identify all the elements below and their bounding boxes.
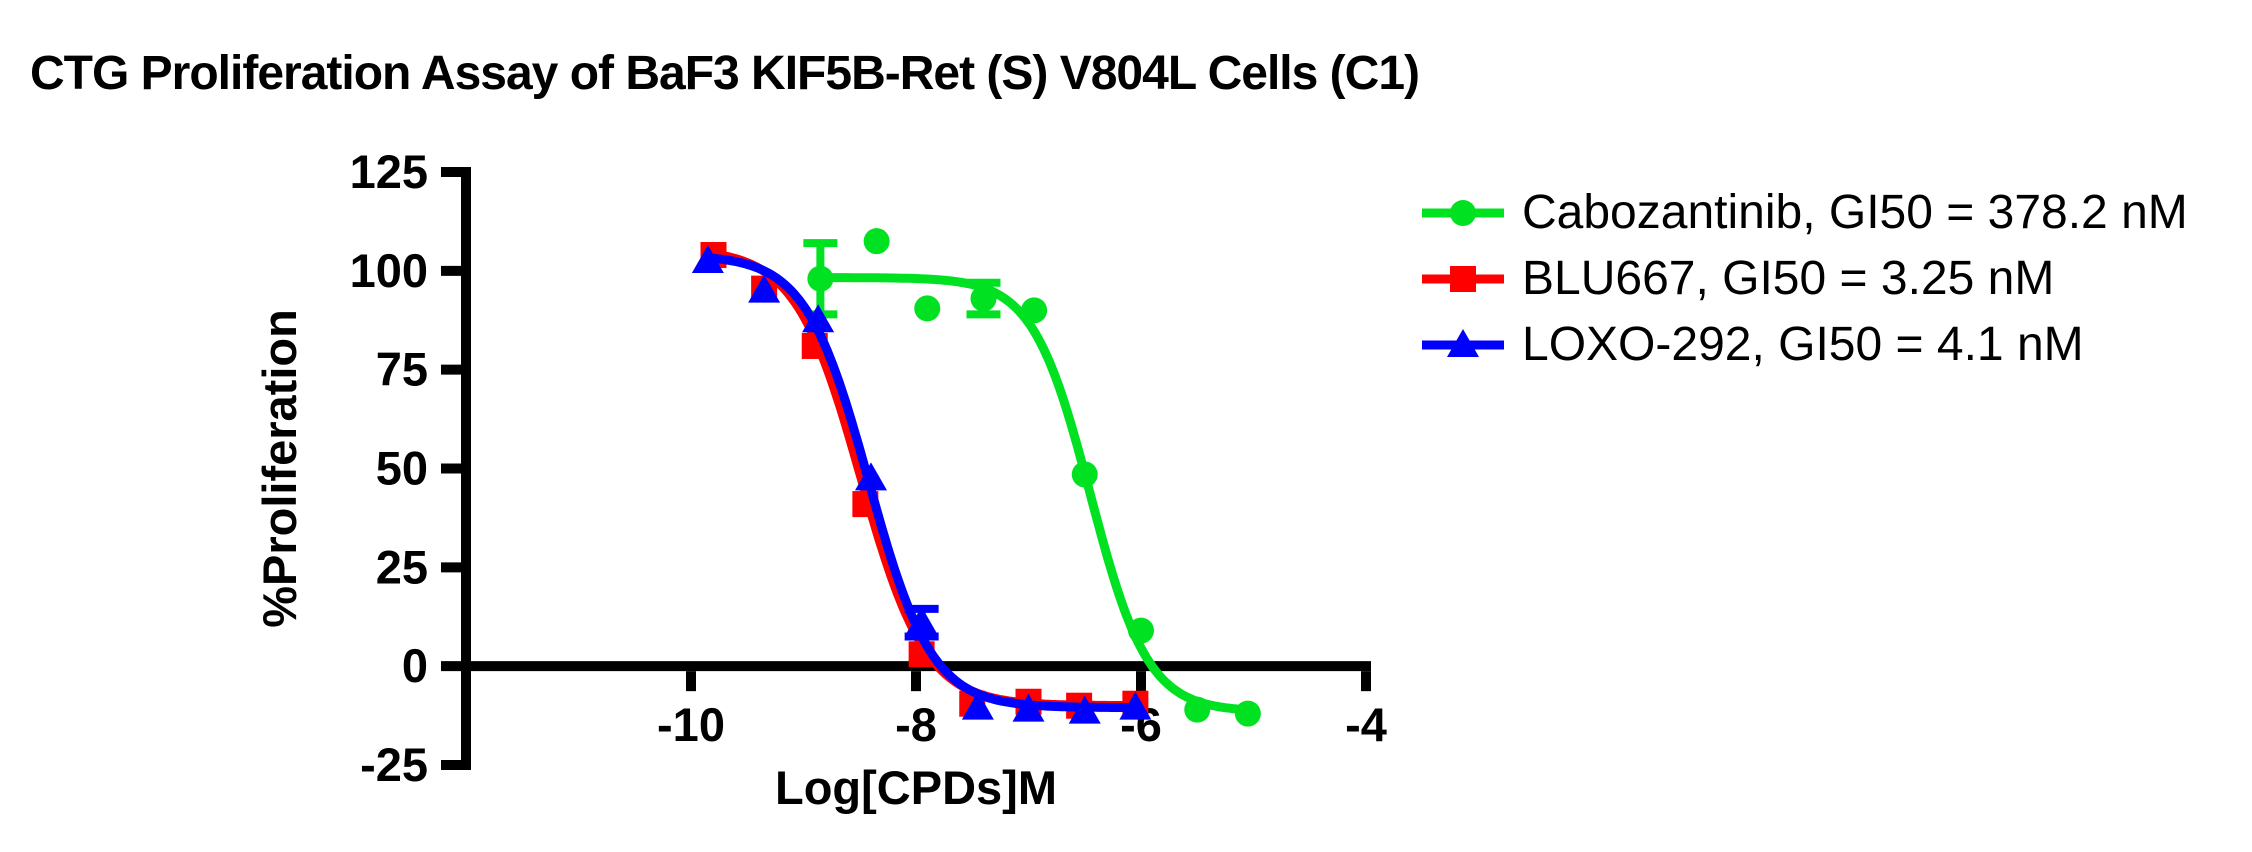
legend-triangle (1447, 329, 1479, 357)
data-point-circle (1021, 297, 1048, 324)
data-point-circle (1071, 461, 1098, 488)
legend-item-loxo-292: LOXO-292, GI50 = 4.1 nM (1420, 312, 2188, 378)
data-point-triangle (855, 462, 887, 491)
square-marker-icon (1422, 266, 1504, 292)
y-tick-label: 50 (376, 442, 428, 495)
data-point-triangle (1119, 691, 1152, 720)
data-point-triangle (691, 244, 724, 273)
data-point-circle (1234, 700, 1261, 727)
data-point-triangle (1012, 693, 1045, 722)
legend-label: BLU667, GI50 = 3.25 nM (1522, 252, 2055, 305)
data-point-circle (914, 295, 941, 322)
data-point-triangle (905, 606, 938, 635)
y-tick-label: 100 (350, 244, 428, 297)
data-point-triangle (1068, 695, 1101, 724)
data-point-triangle (748, 274, 781, 303)
x-axis-title: Log[CPDs]M (775, 761, 1057, 814)
y-tick-label: 75 (376, 343, 428, 396)
x-tick-label: -8 (895, 698, 937, 751)
data-point-circle (807, 265, 834, 292)
legend-label: LOXO-292, GI50 = 4.1 nM (1522, 318, 2084, 371)
data-point-triangle (802, 304, 835, 333)
data-point-circle (1128, 617, 1154, 644)
y-tick-label: 125 (350, 145, 428, 198)
legend-item-blu667: BLU667, GI50 = 3.25 nM (1420, 246, 2188, 312)
x-tick-label: -4 (1345, 698, 1387, 751)
data-point-circle (970, 285, 997, 312)
legend: Cabozantinib, GI50 = 378.2 nM BLU667, GI5… (1420, 180, 2188, 378)
data-point-circle (863, 228, 890, 255)
y-tick-label: 25 (376, 540, 428, 593)
cabozantinib-curve (815, 273, 1253, 715)
y-tick-label: -25 (360, 738, 428, 791)
chart-title: CTG Proliferation Assay of BaF3 KIF5B-Re… (30, 47, 1420, 100)
circle-marker-icon (1422, 200, 1504, 226)
data-point-circle (1184, 696, 1211, 723)
data-point-triangle (961, 691, 994, 720)
legend-circle (1450, 200, 1476, 226)
x-tick-label: -10 (657, 698, 725, 751)
y-axis-title: %Proliferation (253, 309, 306, 628)
y-tick-label: 0 (402, 639, 428, 692)
legend-label: Cabozantinib, GI50 = 378.2 nM (1522, 186, 2188, 239)
triangle-marker-icon (1422, 329, 1504, 357)
legend-item-cabozantinib: Cabozantinib, GI50 = 378.2 nM (1420, 180, 2188, 246)
legend-square (1450, 266, 1476, 292)
